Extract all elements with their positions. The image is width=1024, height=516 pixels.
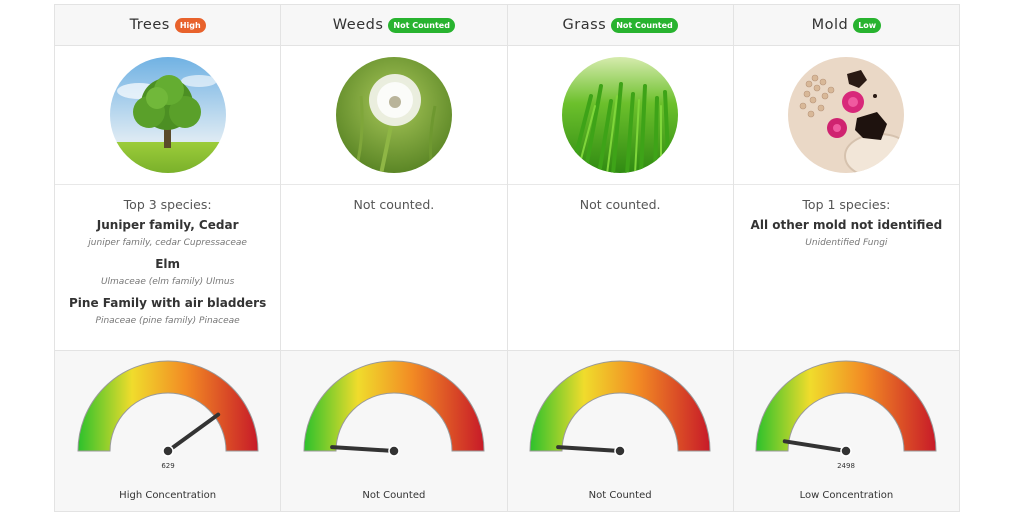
tree-photo [109,57,226,173]
species-name: Juniper family, Cedar [96,218,239,232]
species-header: Top 1 species: [802,197,891,212]
image-cell [55,46,281,185]
species-scientific: juniper family, cedar Cupressaceae [88,238,247,248]
level-badge: High [174,17,206,33]
gauge-needle [556,445,623,453]
column-header: Trees High [55,5,281,46]
image-cell [281,46,507,185]
gauge-label: Not Counted [588,490,652,501]
species-scientific: Ulmaceae (elm family) Ulmus [100,277,235,287]
column-header: Weeds Not Counted [281,5,507,46]
level-badge: Not Counted [388,17,455,33]
species-header: Not counted. [353,197,435,212]
grass-photo [562,57,679,173]
level-badge: Not Counted [611,17,678,33]
gauge-value: 2498 [837,462,855,469]
column-header: Mold Low [733,5,959,46]
column-title: Weeds [332,17,384,33]
gauge-hub [614,445,626,457]
column-title: Grass [562,17,607,33]
species-scientific: Pinaceae (pine family) Pinaceae [95,316,240,326]
image-cell [507,46,733,185]
gauge-hub [161,445,174,457]
column-title: Mold [811,17,849,33]
level-badge: Low [853,17,882,33]
gauge-cell: Not Counted [281,351,507,511]
gauge-cell: 629 High Concentration [55,351,281,511]
gauge-arc [303,360,485,452]
column-trees: Trees High [55,5,282,511]
column-mold: Mold Low [733,5,959,511]
gauge-needle [329,445,396,453]
concentration-gauge: 629 [77,360,259,469]
species-scientific: Unidentified Fungi [805,238,888,248]
gauge-cell: 2498 Low Concentration [733,351,959,511]
column-weeds: Weeds Not Counted [281,5,508,511]
gauge-label: High Concentration [119,490,217,501]
species-cell: Top 1 species: All other mold not identi… [733,185,959,351]
column-header: Grass Not Counted [507,5,733,46]
column-title: Trees [129,17,170,33]
species-name: All other mold not identified [750,218,943,232]
gauge-arc [755,360,937,452]
species-header: Top 3 species: [123,197,212,212]
species-name: Elm [155,257,181,271]
concentration-gauge [303,360,485,457]
concentration-gauge: 2498 [755,360,937,469]
species-name: Pine Family with air bladders [69,296,267,310]
species-header: Not counted. [579,197,661,212]
gauge-needle [165,412,220,453]
species-cell: Not counted. [281,185,507,351]
dandelion-photo [335,57,452,173]
gauge-value: 629 [161,462,174,469]
species-cell: Not counted. [507,185,733,351]
allergen-grid: Trees High [54,4,960,512]
gauge-cell: Not Counted [507,351,733,511]
gauge-label: Low Concentration [799,490,894,501]
species-cell: Top 3 species: Juniper family, Cedar jun… [55,185,281,351]
concentration-gauge [529,360,711,457]
gauge-hub [388,445,400,457]
column-grass: Grass Not Counted [507,5,734,511]
mold-spores-photo [788,57,905,173]
gauge-arc [529,360,711,452]
gauge-arc [77,360,259,452]
gauge-hub [840,445,853,457]
gauge-label: Not Counted [362,490,426,501]
gauge-needle [783,439,849,453]
image-cell [733,46,959,185]
